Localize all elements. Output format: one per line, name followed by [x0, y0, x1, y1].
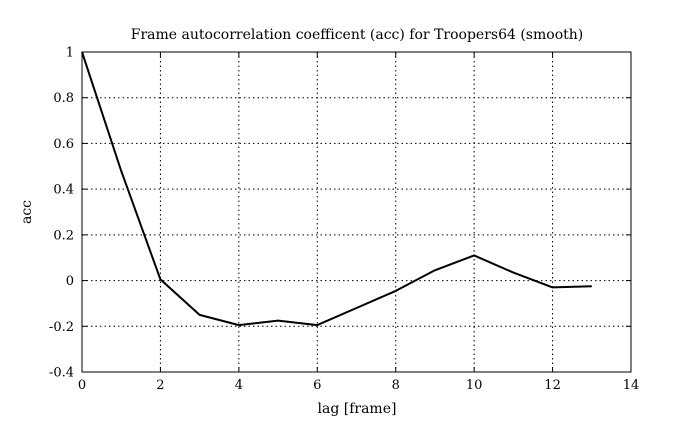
- x-tick-label: 14: [623, 378, 640, 393]
- series-line: [81, 51, 592, 327]
- y-tick-label: 0.6: [53, 137, 74, 152]
- y-tick-label: 0.4: [53, 183, 74, 198]
- plot-frame: [81, 51, 632, 373]
- y-tick-label: 0.2: [53, 228, 74, 243]
- y-tick-label: -0.2: [49, 320, 74, 335]
- tick-labels: 0 2 4 6 8 10 12 14 -0.4 -0.2 0 0.2 0.4 0.6 0.8 1: [49, 46, 639, 394]
- y-tick-label: 0: [66, 274, 74, 289]
- ticks: [81, 51, 632, 373]
- x-tick-label: 6: [313, 378, 321, 393]
- x-tick-label: 12: [544, 378, 561, 393]
- x-tick-label: 8: [392, 378, 400, 393]
- x-tick-label: 10: [466, 378, 483, 393]
- x-tick-label: 4: [235, 378, 243, 393]
- x-axis-label: lag [frame]: [318, 401, 397, 417]
- x-tick-label: 2: [156, 378, 164, 393]
- grid: [82, 52, 631, 372]
- y-axis-label: acc: [19, 200, 35, 224]
- x-tick-label: 0: [78, 378, 86, 393]
- chart-title: Frame autocorrelation coefficent (acc) f…: [131, 27, 583, 43]
- y-tick-label: 0.8: [53, 91, 74, 106]
- y-tick-label: 1: [66, 46, 74, 61]
- y-tick-label: -0.4: [49, 366, 74, 381]
